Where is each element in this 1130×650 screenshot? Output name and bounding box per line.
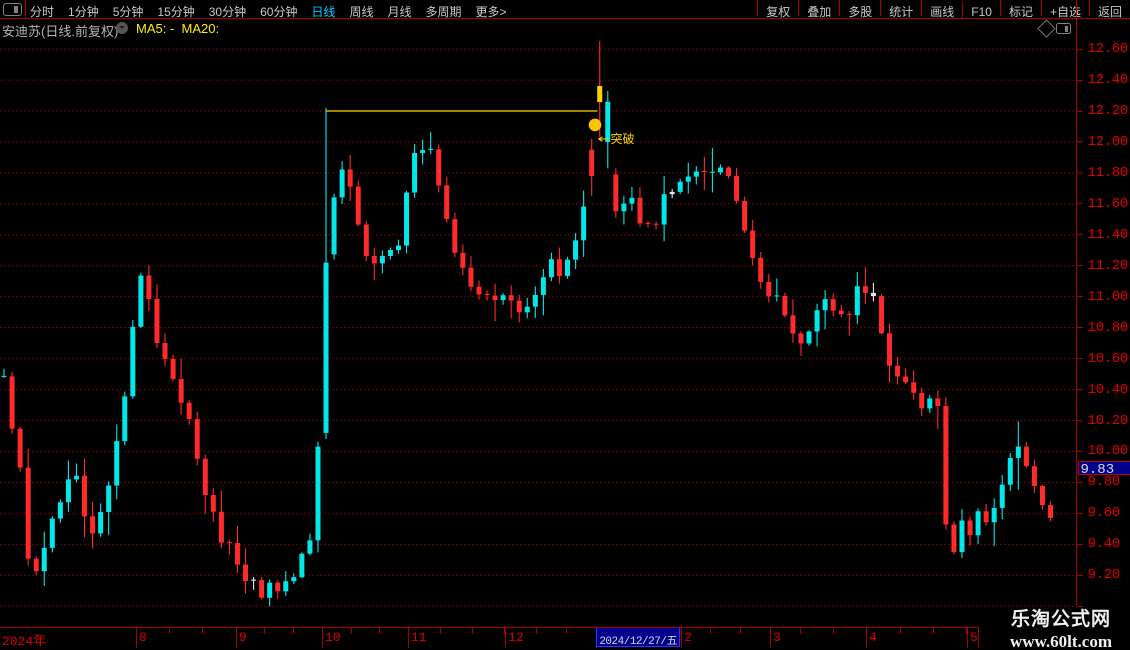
svg-text:突破: 突破: [611, 131, 635, 146]
